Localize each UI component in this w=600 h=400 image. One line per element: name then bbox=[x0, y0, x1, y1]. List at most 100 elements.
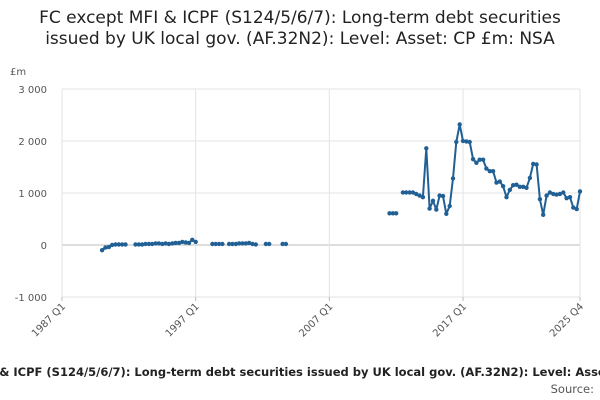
data-point bbox=[173, 240, 178, 246]
data-point bbox=[106, 244, 112, 250]
data-point bbox=[180, 239, 185, 245]
data-point bbox=[544, 193, 549, 198]
x-tick-label: 2017 Q1 bbox=[431, 301, 469, 339]
data-point bbox=[460, 138, 466, 144]
data-point bbox=[140, 242, 145, 247]
data-point bbox=[531, 161, 536, 167]
data-point bbox=[267, 241, 272, 247]
data-point bbox=[484, 166, 489, 171]
data-point bbox=[233, 241, 238, 247]
data-point bbox=[156, 241, 162, 246]
series-line bbox=[402, 123, 581, 216]
data-point bbox=[541, 212, 546, 217]
data-point bbox=[116, 242, 122, 247]
data-point bbox=[400, 190, 406, 195]
data-point bbox=[253, 242, 258, 247]
data-point bbox=[437, 193, 442, 198]
data-point bbox=[440, 193, 446, 199]
data-point bbox=[166, 241, 172, 247]
data-point bbox=[280, 241, 285, 247]
data-point bbox=[464, 139, 469, 144]
data-point bbox=[517, 184, 522, 189]
data-point bbox=[564, 196, 569, 201]
y-axis-unit-label: £m bbox=[10, 67, 26, 78]
data-point bbox=[176, 240, 182, 246]
data-point bbox=[450, 176, 456, 181]
data-point bbox=[146, 241, 152, 247]
data-point bbox=[163, 241, 168, 246]
data-point bbox=[190, 237, 195, 242]
y-axis-ticks: -1 000 0 1 000 2 000 3 000 bbox=[15, 85, 47, 304]
data-point bbox=[133, 242, 138, 247]
data-point bbox=[243, 241, 248, 246]
data-point bbox=[477, 157, 482, 162]
x-tick-label: 1987 Q1 bbox=[30, 301, 68, 339]
y-tick-label: -1 000 bbox=[15, 293, 47, 304]
data-point bbox=[474, 160, 479, 165]
data-point bbox=[404, 190, 409, 195]
data-point bbox=[497, 179, 502, 184]
data-point bbox=[193, 239, 198, 245]
data-point bbox=[567, 195, 573, 200]
data-point bbox=[216, 241, 222, 247]
data-point bbox=[407, 190, 412, 195]
data-point bbox=[427, 206, 432, 211]
data-point bbox=[577, 189, 583, 194]
data-point bbox=[240, 241, 245, 246]
data-point bbox=[487, 169, 492, 174]
data-point bbox=[494, 180, 499, 185]
data-point bbox=[547, 190, 553, 195]
gridlines bbox=[61, 88, 581, 298]
x-tick-label: 2007 Q1 bbox=[297, 301, 335, 339]
data-point bbox=[490, 169, 496, 174]
data-point bbox=[500, 184, 506, 189]
data-point bbox=[424, 146, 429, 151]
source-label: Source: bbox=[550, 382, 594, 396]
y-tick-label: 3 000 bbox=[18, 85, 47, 96]
data-point bbox=[394, 211, 399, 216]
x-axis-ticks: 1987 Q1 1997 Q1 2007 Q1 2017 Q1 2025 Q4 bbox=[30, 297, 586, 339]
data-point bbox=[390, 211, 396, 216]
data-point bbox=[283, 241, 289, 247]
data-point bbox=[120, 242, 125, 247]
data-point bbox=[571, 205, 576, 210]
y-tick-label: 1 000 bbox=[18, 189, 47, 200]
data-point bbox=[246, 240, 252, 246]
data-point bbox=[210, 241, 215, 247]
chart-title: FC except MFI & ICPF (S124/5/6/7): Long-… bbox=[39, 8, 561, 49]
data-point bbox=[467, 139, 472, 145]
data-point bbox=[514, 182, 519, 187]
data-point bbox=[457, 122, 462, 127]
data-point bbox=[430, 198, 436, 203]
data-point bbox=[527, 175, 533, 181]
y-tick-label: 0 bbox=[41, 241, 47, 252]
data-point bbox=[153, 241, 158, 246]
data-point bbox=[136, 242, 142, 247]
data-point bbox=[263, 241, 269, 247]
series-legend-text: FC except MFI & ICPF (S124/5/6/7): Long-… bbox=[0, 365, 600, 379]
data-point bbox=[123, 242, 128, 247]
data-point bbox=[507, 187, 512, 193]
data-point bbox=[410, 190, 416, 195]
data-point bbox=[447, 203, 452, 209]
data-point bbox=[226, 241, 232, 247]
data-point bbox=[444, 211, 449, 216]
data-point bbox=[574, 206, 579, 212]
data-point bbox=[480, 157, 486, 162]
data-point bbox=[250, 241, 255, 247]
data-point bbox=[109, 242, 115, 248]
data-point bbox=[470, 157, 476, 162]
data-point bbox=[537, 197, 543, 202]
data-point bbox=[183, 240, 188, 245]
data-point bbox=[230, 241, 235, 247]
data-point bbox=[103, 245, 108, 250]
data-point bbox=[417, 193, 422, 198]
data-point bbox=[434, 207, 439, 212]
data-point bbox=[186, 240, 192, 246]
data-point bbox=[160, 241, 165, 247]
x-tick-label: 2025 Q4 bbox=[548, 301, 586, 339]
data-point bbox=[420, 195, 426, 200]
data-point bbox=[557, 191, 563, 197]
data-point bbox=[504, 195, 509, 200]
